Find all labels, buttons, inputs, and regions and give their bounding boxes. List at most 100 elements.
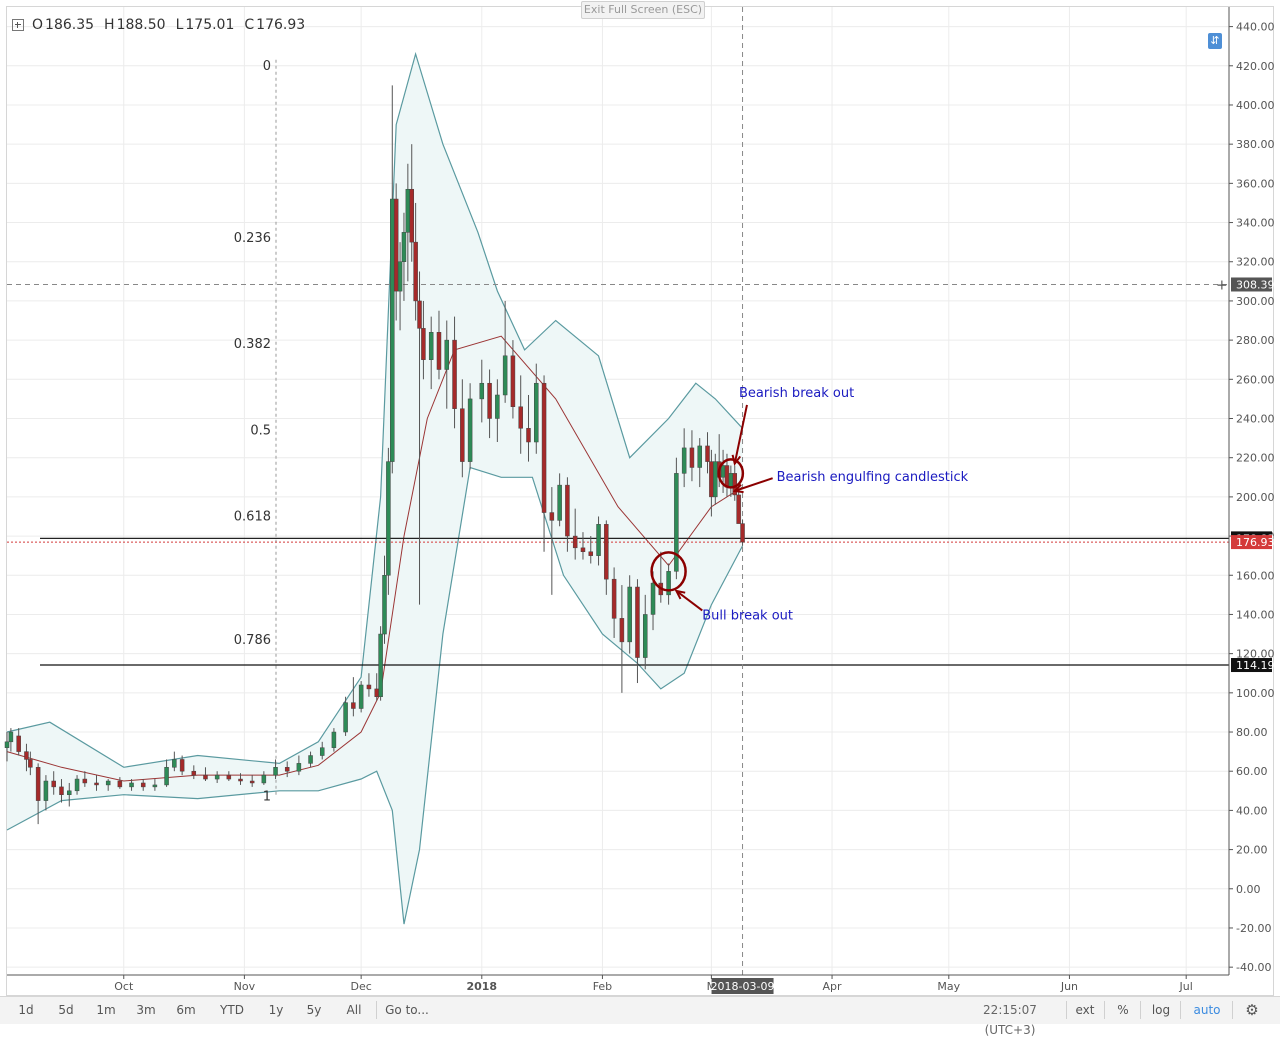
candle-down bbox=[510, 355, 516, 407]
range-1d-button[interactable]: 1d bbox=[18, 1003, 34, 1017]
time-axis-label: 2018 bbox=[466, 980, 497, 993]
candle-up bbox=[390, 198, 395, 462]
candle-up bbox=[105, 780, 111, 786]
annotation-arrow-head bbox=[731, 454, 742, 466]
price-axis-label: 40.00 bbox=[1236, 804, 1268, 817]
range-6m-button[interactable]: 6m bbox=[176, 1003, 196, 1017]
candle-down bbox=[724, 465, 730, 488]
candle-down bbox=[619, 618, 625, 643]
candle-down bbox=[59, 786, 64, 795]
sort-icon[interactable]: ⇵ bbox=[1208, 33, 1222, 49]
fib-level-label: 0.382 bbox=[234, 337, 271, 352]
price-marker-label: 176.93 bbox=[1236, 536, 1275, 549]
log-scale-toggle[interactable]: log bbox=[1151, 1003, 1171, 1017]
close-value: 176.93 bbox=[256, 17, 306, 33]
annotation-arrow-head bbox=[732, 483, 744, 494]
price-axis-label: 420.00 bbox=[1236, 60, 1275, 73]
candle-down bbox=[487, 382, 492, 419]
candle-up bbox=[273, 767, 278, 776]
candle-up bbox=[713, 461, 718, 498]
cursor-date-marker bbox=[711, 978, 774, 994]
candle-up bbox=[129, 782, 134, 788]
range-3m-button[interactable]: 3m bbox=[136, 1003, 156, 1017]
price-axis-label: 360.00 bbox=[1236, 177, 1275, 190]
candle-down bbox=[541, 382, 547, 513]
time-axis-label: Oct bbox=[114, 980, 134, 993]
candle-down bbox=[409, 188, 414, 243]
range-1m-button[interactable]: 1m bbox=[96, 1003, 116, 1017]
bull-breakout-circle bbox=[650, 551, 687, 592]
auto-scale-toggle[interactable]: auto bbox=[1193, 1003, 1221, 1017]
toolbar-divider bbox=[1180, 1001, 1181, 1019]
candle-up bbox=[343, 702, 348, 733]
candle-up bbox=[720, 465, 726, 478]
legend-toggle-icon[interactable] bbox=[12, 19, 24, 31]
candle-up bbox=[728, 473, 734, 488]
goto-date-button[interactable]: Go to... bbox=[385, 1003, 429, 1017]
range-all-button[interactable]: All bbox=[346, 1003, 362, 1017]
candle-down bbox=[28, 759, 33, 768]
candle-up bbox=[172, 759, 177, 768]
candle-down bbox=[191, 770, 197, 776]
candle-down bbox=[518, 406, 523, 429]
gear-icon[interactable]: ⚙ bbox=[1245, 1001, 1259, 1019]
candle-down bbox=[35, 767, 41, 801]
time-axis-label: Dec bbox=[350, 980, 371, 993]
price-marker bbox=[1231, 277, 1272, 292]
candle-up bbox=[401, 232, 407, 262]
candle-down bbox=[117, 780, 123, 788]
candle-up bbox=[557, 484, 562, 521]
fib-level-label: 1 bbox=[263, 790, 271, 805]
toolbar-divider bbox=[376, 1001, 377, 1019]
candle-down bbox=[460, 408, 465, 462]
candle-up bbox=[428, 332, 434, 360]
price-axis-label: 320.00 bbox=[1236, 256, 1275, 269]
bollinger-upper-line bbox=[6, 51, 743, 768]
price-axis-label: 80.00 bbox=[1236, 726, 1268, 739]
bearish-circle bbox=[717, 458, 745, 489]
candle-down bbox=[565, 484, 570, 537]
range-5y-button[interactable]: 5y bbox=[306, 1003, 322, 1017]
candle-down bbox=[689, 447, 695, 468]
candle-up bbox=[214, 774, 220, 780]
price-axis-label: 220.00 bbox=[1236, 452, 1275, 465]
bollinger-basis-line bbox=[6, 335, 743, 782]
price-axis-label: 200.00 bbox=[1236, 491, 1275, 504]
close-label: C bbox=[244, 17, 255, 33]
candle-up bbox=[642, 614, 648, 658]
candle-up bbox=[296, 763, 302, 772]
ohlc-legend: O 186.35 H 188.50 L 175.01 C 176.93 bbox=[12, 17, 313, 33]
range-5d-button[interactable]: 5d bbox=[58, 1003, 74, 1017]
candle-down bbox=[705, 445, 710, 462]
price-axis-label: 60.00 bbox=[1236, 765, 1268, 778]
toolbar-divider bbox=[1104, 1001, 1105, 1019]
fib-level-label: 0.236 bbox=[234, 231, 271, 246]
candle-up bbox=[74, 778, 80, 792]
exit-fullscreen-button[interactable]: Exit Full Screen (ESC) bbox=[581, 1, 705, 19]
candle-down bbox=[413, 241, 418, 302]
time-axis-label: Apr bbox=[823, 980, 843, 993]
high-label: H bbox=[104, 17, 115, 33]
candle-up bbox=[331, 731, 337, 748]
price-axis-label: 380.00 bbox=[1236, 138, 1275, 151]
price-chart[interactable]: 0 0.236 0.382 0.5 0.618 0.786 1 Bearish break o… bbox=[0, 0, 1280, 996]
candle-up bbox=[479, 382, 485, 400]
toolbar-divider bbox=[1140, 1001, 1141, 1019]
candle-up bbox=[386, 461, 391, 576]
candle-down bbox=[421, 328, 426, 360]
candle-down bbox=[709, 461, 714, 498]
range-1y-button[interactable]: 1y bbox=[268, 1003, 284, 1017]
candle-up bbox=[697, 445, 702, 468]
candle-up bbox=[405, 188, 411, 233]
range-ytd-button[interactable]: YTD bbox=[220, 1003, 244, 1017]
price-axis-label: -40.00 bbox=[1236, 961, 1271, 974]
annotation-arrow bbox=[733, 404, 748, 464]
annotation-arrow bbox=[734, 477, 773, 492]
candle-down bbox=[94, 782, 99, 786]
price-axis-label: 240.00 bbox=[1236, 412, 1275, 425]
percent-scale-toggle[interactable]: % bbox=[1117, 1003, 1129, 1017]
open-value: 186.35 bbox=[45, 17, 95, 33]
clock-display: 22:15:07 (UTC+3) bbox=[983, 1003, 1037, 1037]
extended-hours-toggle[interactable]: ext bbox=[1075, 1003, 1095, 1017]
candle-down bbox=[572, 535, 578, 549]
